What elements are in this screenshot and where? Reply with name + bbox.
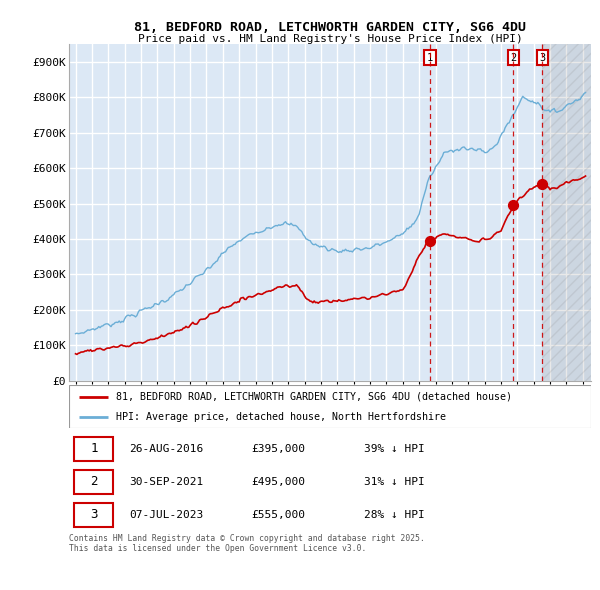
Text: 2: 2 xyxy=(510,53,517,63)
FancyBboxPatch shape xyxy=(69,385,591,428)
FancyBboxPatch shape xyxy=(74,470,113,494)
Text: 2: 2 xyxy=(90,476,98,489)
Text: 81, BEDFORD ROAD, LETCHWORTH GARDEN CITY, SG6 4DU: 81, BEDFORD ROAD, LETCHWORTH GARDEN CITY… xyxy=(134,21,526,34)
FancyBboxPatch shape xyxy=(74,503,113,527)
Text: 3: 3 xyxy=(539,53,545,63)
Text: 07-JUL-2023: 07-JUL-2023 xyxy=(129,510,203,520)
Text: 1: 1 xyxy=(427,53,433,63)
Text: 3: 3 xyxy=(90,508,98,522)
Text: 31% ↓ HPI: 31% ↓ HPI xyxy=(364,477,425,487)
Text: £555,000: £555,000 xyxy=(252,510,306,520)
Point xyxy=(425,236,434,245)
Point xyxy=(508,201,518,210)
Point xyxy=(538,179,547,189)
Text: Contains HM Land Registry data © Crown copyright and database right 2025.
This d: Contains HM Land Registry data © Crown c… xyxy=(69,533,425,553)
Text: 26-AUG-2016: 26-AUG-2016 xyxy=(129,444,203,454)
Text: Price paid vs. HM Land Registry's House Price Index (HPI): Price paid vs. HM Land Registry's House … xyxy=(137,34,523,44)
Text: £495,000: £495,000 xyxy=(252,477,306,487)
FancyBboxPatch shape xyxy=(74,437,113,461)
Text: HPI: Average price, detached house, North Hertfordshire: HPI: Average price, detached house, Nort… xyxy=(116,412,446,422)
Text: £395,000: £395,000 xyxy=(252,444,306,454)
Text: 1: 1 xyxy=(90,442,98,455)
Text: 30-SEP-2021: 30-SEP-2021 xyxy=(129,477,203,487)
Text: 39% ↓ HPI: 39% ↓ HPI xyxy=(364,444,425,454)
Text: 81, BEDFORD ROAD, LETCHWORTH GARDEN CITY, SG6 4DU (detached house): 81, BEDFORD ROAD, LETCHWORTH GARDEN CITY… xyxy=(116,392,512,402)
Text: 28% ↓ HPI: 28% ↓ HPI xyxy=(364,510,425,520)
